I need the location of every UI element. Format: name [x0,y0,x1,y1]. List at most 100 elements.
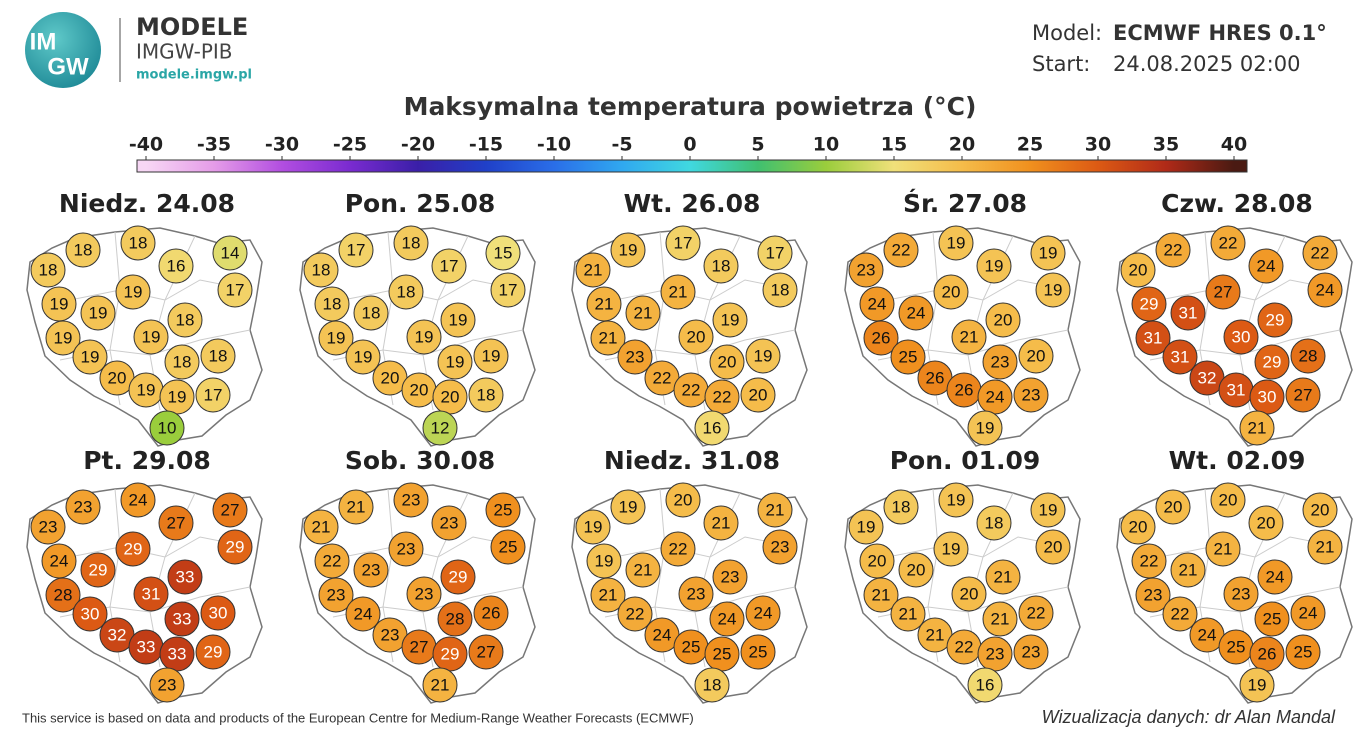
temperature-marker [762,272,798,308]
temperature-label: 22 [653,368,672,387]
temperature-label: 19 [985,256,1004,275]
temperature-label: 17 [204,385,223,404]
temperature-marker [745,338,781,374]
temperature-label: 22 [682,380,701,399]
temperature-label: 21 [960,327,979,346]
temperature-label: 24 [1316,280,1335,299]
temperature-label: 22 [892,240,911,259]
temperature-marker [1030,492,1066,528]
colorbar: -40 -35 -30 -25 -20 -15 -10 -5 0 5 10 15 20 25 30 35 40 [129,134,1248,173]
temperature-marker [149,410,185,446]
colorbar-tick-label: -35 [197,134,231,156]
temperature-label: 27 [221,500,240,519]
temperature-marker [167,302,203,338]
temperature-marker [485,235,521,271]
temperature-label: 21 [712,513,731,532]
temperature-label: 26 [1258,644,1277,663]
forecast-panel: Sob. 30.08 21 21 23 23 25 25 22 23 23 29 23 24 23 28 26… [299,446,536,704]
temperature-marker [195,634,231,670]
temperature-label: 22 [1171,604,1190,623]
temperature-marker [1290,595,1326,631]
temperature-label: 20 [410,380,429,399]
temperature-label: 23 [1022,642,1041,661]
temperature-marker [1302,235,1338,271]
temperature-marker [740,377,776,413]
temperature-marker [890,339,926,375]
temperature-marker [575,509,611,545]
temperature-label: 17 [226,280,245,299]
temperature-marker [72,339,108,375]
temperature-label: 17 [674,233,693,252]
temperature-label: 20 [1311,500,1330,519]
panel-title: Niedz. 31.08 [604,446,780,475]
temperature-marker [133,319,169,355]
temperature-marker [30,509,66,545]
temperature-marker [1018,595,1054,631]
temperature-marker [353,295,389,331]
temperature-label: 23 [415,584,434,603]
temperature-label: 21 [991,609,1010,628]
temperature-label: 19 [124,282,143,301]
temperature-label: 23 [986,644,1005,663]
temperature-label: 29 [1263,352,1282,371]
temperature-marker [863,577,899,613]
temperature-marker [898,552,934,588]
temperature-label: 19 [619,240,638,259]
temperature-label: 19 [754,346,773,365]
colorbar-tick-label: -15 [469,134,503,156]
temperature-label: 18 [771,280,790,299]
temperature-marker [437,601,473,637]
temperature-marker [610,232,646,268]
temperature-label: 21 [1316,537,1335,556]
temperature-marker [678,319,714,355]
temperature-marker [976,505,1012,541]
temperature-label: 29 [449,567,468,586]
temperature-label: 19 [89,303,108,322]
colorbar-tick-label: 35 [1153,134,1179,156]
temperature-marker [1120,509,1156,545]
temperature-label: 31 [142,584,161,603]
temperature-label: 22 [1164,240,1183,259]
temperature-marker [303,252,339,288]
temperature-marker [709,601,745,637]
temperature-label: 29 [89,560,108,579]
temperature-label: 25 [899,347,918,366]
temperature-label: 21 [312,517,331,536]
temperature-marker [338,232,374,268]
temperature-label: 17 [499,280,518,299]
start: 24.08.2025 02:00 [1113,52,1300,76]
colorbar-tick-label: 0 [683,134,696,156]
temperature-label: 33 [176,567,195,586]
temperature-label: 20 [381,368,400,387]
model: ECMWF HRES 0.1° [1113,21,1327,45]
temperature-marker [1307,529,1343,565]
temperature-marker [1210,482,1246,518]
temperature-label: 19 [446,352,465,371]
temperature-label: 19 [354,347,373,366]
panel-title: Śr. 27.08 [903,188,1027,218]
temperature-label: 24 [986,387,1005,406]
temperature-marker [1120,252,1156,288]
temperature-marker [1257,559,1293,595]
temperature-marker [694,667,730,703]
url[interactable]: modele.imgw.pl [136,68,252,83]
temperature-label: 21 [926,625,945,644]
forecast-panel: Niedz. 31.08 19 19 20 21 21 23 19 21 22 23 21 22 23 24… [571,446,808,704]
temperature-label: 31 [1179,303,1198,322]
temperature-label: 18 [477,385,496,404]
temperature-marker [212,235,248,271]
temperature-label: 16 [703,418,722,437]
temperature-marker [195,377,231,413]
temperature-marker [1170,552,1206,588]
temperature-marker [617,596,653,632]
temperature-label: 24 [129,490,148,509]
temperature-marker [951,576,987,612]
temperature-marker [898,295,934,331]
temperature-label: 23 [402,490,421,509]
temperature-marker [1170,295,1206,331]
temperature-label: 25 [1294,642,1313,661]
temperature-label: 24 [718,609,737,628]
panel-title: Pon. 01.09 [890,446,1041,475]
forecast-panel: Pon. 25.08 18 17 18 17 15 17 18 18 18 19 19 19 19 19 19… [299,189,536,447]
logo-text: IM [30,28,57,55]
